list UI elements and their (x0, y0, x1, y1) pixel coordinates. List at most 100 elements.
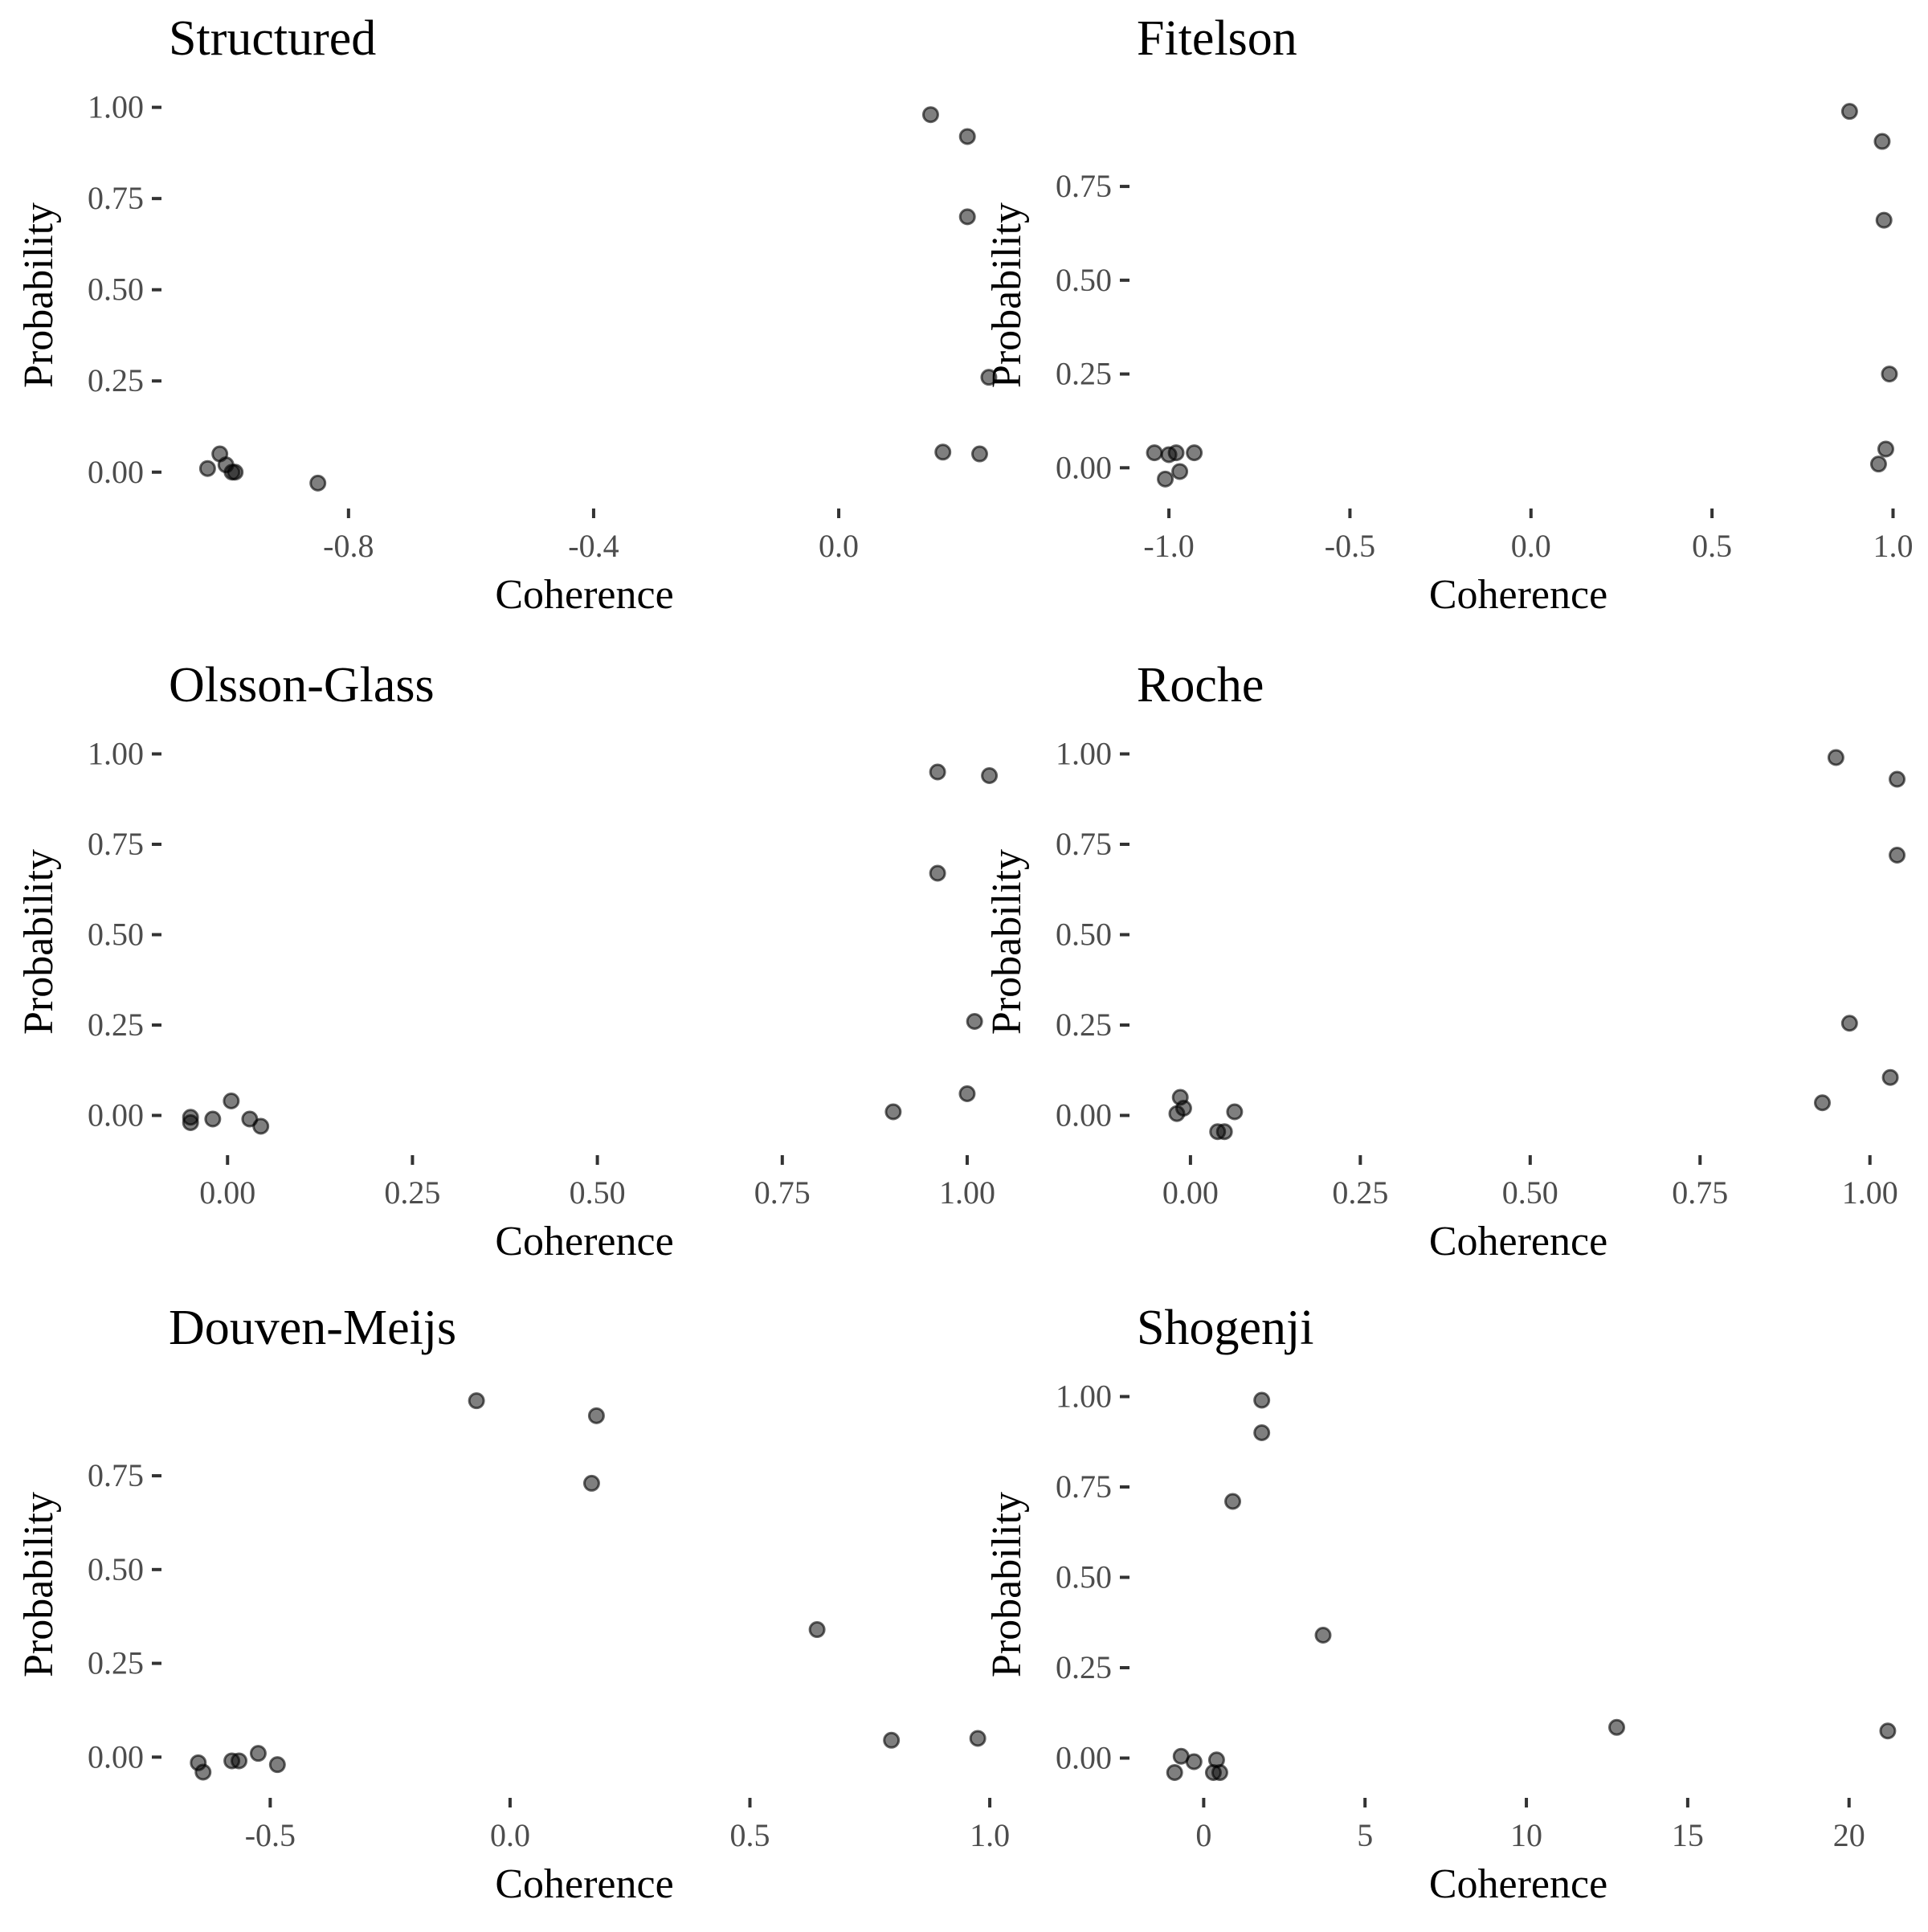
data-point (1253, 1424, 1271, 1441)
data-point (969, 1730, 986, 1747)
x-tick-label: 0.0 (819, 528, 859, 564)
y-tick-label: 0.00 (1056, 449, 1112, 485)
data-point (808, 1621, 826, 1639)
data-point (268, 1756, 286, 1774)
data-point (1166, 1764, 1183, 1781)
x-tick-label: -1.0 (1143, 528, 1194, 564)
y-tick-label: 0.75 (88, 180, 144, 216)
x-tick-label: 0.25 (384, 1174, 440, 1211)
data-point (929, 763, 946, 781)
x-tick-label: 0.0 (1511, 528, 1551, 564)
data-point (921, 106, 939, 124)
panel-structured: Structured 0.00 0.25 0.50 0.75 1.00 -0.8 -0.4 0.… (16, 11, 998, 618)
y-tick-label: 0.25 (88, 1007, 144, 1043)
panel-fitelson: Fitelson 0.00 0.25 0.50 0.75 -1.0 -0.5 0.0 0.5 1.… (984, 11, 1913, 618)
x-tick-label: 0.50 (570, 1174, 626, 1211)
data-point (1314, 1627, 1332, 1644)
x-tick-label: 15 (1672, 1817, 1704, 1853)
data-point (1226, 1103, 1244, 1121)
panel-title: Shogenji (1137, 1301, 1313, 1355)
data-point (1146, 444, 1163, 462)
x-axis-title: Coherence (495, 572, 673, 618)
data-point (1875, 211, 1893, 229)
panel-douven-meijs: Douven-Meijs 0.00 0.25 0.50 0.75 -0.5 0.0 0.5 1.… (16, 1301, 1010, 1907)
panel-title: Structured (169, 11, 376, 66)
data-point (1186, 444, 1203, 462)
x-axis-title: Coherence (495, 1219, 673, 1264)
y-axis-title: Probability (16, 1492, 62, 1677)
data-point (1840, 103, 1858, 120)
y-tick-label: 0.25 (88, 362, 144, 398)
panel-title: Fitelson (1137, 11, 1297, 66)
panel-title: Douven-Meijs (169, 1301, 456, 1355)
y-axis-title: Probability (984, 849, 1030, 1035)
panel-shogenji: Shogenji 0.00 0.25 0.50 0.75 1.00 0 5 10 15 20 Cohe… (984, 1301, 1897, 1907)
y-tick-label: 0.25 (1056, 1649, 1112, 1685)
y-tick-label: 0.00 (88, 454, 144, 490)
data-point (1873, 133, 1891, 150)
data-point (204, 1110, 222, 1128)
x-tick-label: 5 (1357, 1817, 1373, 1853)
y-tick-label: 0.00 (1056, 1740, 1112, 1776)
x-tick-label: 0.25 (1332, 1174, 1388, 1211)
y-tick-label: 0.25 (88, 1645, 144, 1681)
x-axis-title: Coherence (1429, 1861, 1607, 1907)
y-tick-label: 0.50 (88, 1551, 144, 1587)
y-axis-title: Probability (16, 202, 62, 388)
x-tick-label: 1.00 (1842, 1174, 1898, 1211)
y-tick-label: 0.00 (88, 1097, 144, 1133)
x-axis-title: Coherence (495, 1861, 673, 1907)
y-tick-label: 0.75 (1056, 1468, 1112, 1505)
y-tick-label: 0.50 (1056, 262, 1112, 298)
x-tick-label: 0.00 (1162, 1174, 1219, 1211)
data-point (1185, 1753, 1203, 1771)
data-point (194, 1763, 212, 1781)
data-point (1215, 1123, 1233, 1141)
data-point (966, 1013, 983, 1030)
data-point (1814, 1094, 1832, 1112)
data-point (468, 1392, 485, 1410)
x-tick-label: 20 (1833, 1817, 1865, 1853)
y-tick-label: 0.50 (88, 272, 144, 308)
y-tick-label: 1.00 (88, 89, 144, 125)
data-point (958, 208, 976, 226)
data-point (1224, 1493, 1242, 1510)
data-point (970, 445, 988, 463)
data-point (981, 767, 999, 784)
data-point (1167, 444, 1185, 462)
data-point (198, 460, 216, 477)
panel-roche: Roche 0.00 0.25 0.50 0.75 1.00 0.00 0.25 0.50 0.7… (984, 658, 1906, 1264)
x-tick-label: -0.5 (1325, 528, 1375, 564)
data-point (1877, 440, 1894, 458)
data-point (1889, 847, 1906, 864)
data-point (958, 1085, 976, 1102)
y-tick-label: 0.25 (1056, 356, 1112, 392)
data-point (227, 464, 244, 481)
y-tick-label: 0.75 (1056, 826, 1112, 862)
x-tick-label: 1.00 (939, 1174, 995, 1211)
y-axis-title: Probability (984, 1492, 1030, 1677)
data-point (1840, 1015, 1858, 1032)
y-tick-label: 0.00 (88, 1738, 144, 1775)
data-point (252, 1117, 270, 1135)
data-point (1881, 1068, 1899, 1086)
x-tick-label: 0.75 (754, 1174, 811, 1211)
data-point (980, 369, 998, 386)
data-point (958, 128, 976, 145)
y-tick-label: 0.00 (1056, 1097, 1112, 1133)
x-axis-title: Coherence (1429, 1219, 1607, 1264)
x-tick-label: 1.0 (1873, 528, 1913, 564)
y-tick-label: 0.50 (1056, 1559, 1112, 1595)
y-tick-label: 0.50 (1056, 917, 1112, 953)
x-tick-label: 0.50 (1502, 1174, 1558, 1211)
data-point (1827, 749, 1844, 766)
y-axis-title: Probability (984, 202, 1030, 388)
data-point (934, 443, 952, 461)
y-tick-label: 1.00 (1056, 736, 1112, 772)
x-tick-label: -0.8 (323, 528, 374, 564)
data-point (884, 1103, 902, 1121)
y-axis-title: Probability (16, 849, 62, 1035)
x-tick-label: -0.4 (568, 528, 619, 564)
